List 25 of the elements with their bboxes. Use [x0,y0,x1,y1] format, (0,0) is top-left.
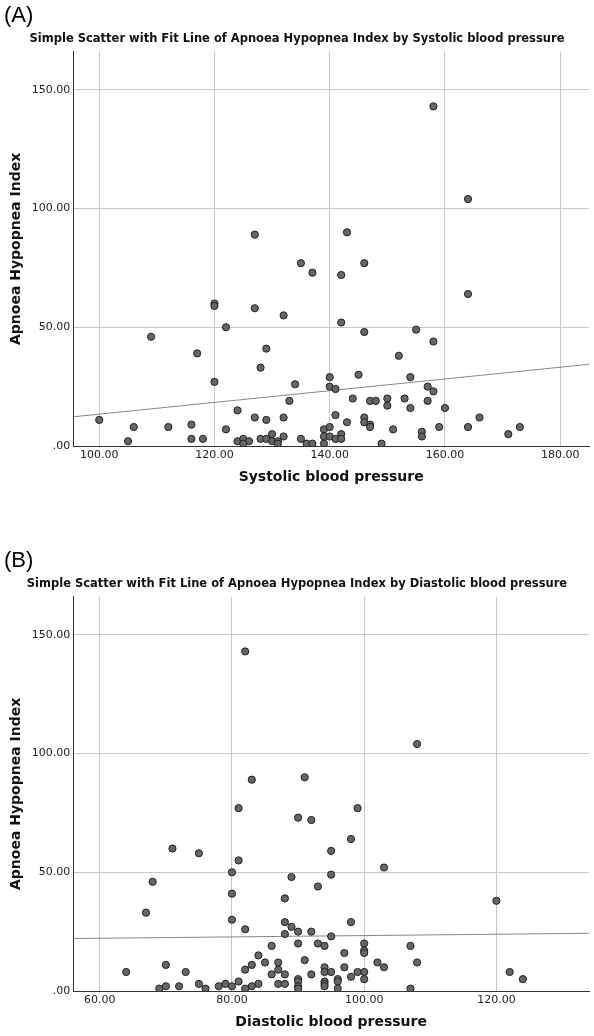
chart-title: Simple Scatter with Fit Line of Apnoea Hypopnea Index by Diastolic blood pressure [26,575,568,590]
x-tick-label: 160.00 [425,448,465,462]
y-tick-label: 150.00 [31,82,71,96]
y-tick-label: 50.00 [38,320,71,334]
y-tick-label: 150.00 [31,627,71,641]
y-axis-title: Apnoea Hypopnea Index [7,152,24,346]
y-tick-label: 50.00 [38,865,71,879]
x-tick-label: 100.00 [79,448,119,462]
x-axis-title: Systolic blood pressure [238,468,424,485]
text: (A) [4,1,35,29]
x-tick-label: 180.00 [540,448,580,462]
y-axis-title: Apnoea Hypopnea Index [7,697,24,891]
y-tick-label: .00 [52,983,71,997]
x-tick-label: 60.00 [83,993,116,1007]
y-tick-label: 100.00 [31,201,71,215]
x-tick-label: 120.00 [477,993,516,1007]
y-tick-label: 100.00 [31,746,71,760]
x-tick-label: 120.00 [195,448,234,462]
x-tick-label: 140.00 [310,448,349,462]
x-tick-label: 80.00 [216,993,248,1007]
chart-title: Simple Scatter with Fit Line of Apnoea Hypopnea Index by Systolic blood pressure [29,30,565,45]
text: (B) [4,546,35,574]
x-axis-title: Diastolic blood pressure [235,1013,427,1030]
y-tick-label: .00 [52,438,71,452]
x-tick-label: 100.00 [344,993,384,1007]
